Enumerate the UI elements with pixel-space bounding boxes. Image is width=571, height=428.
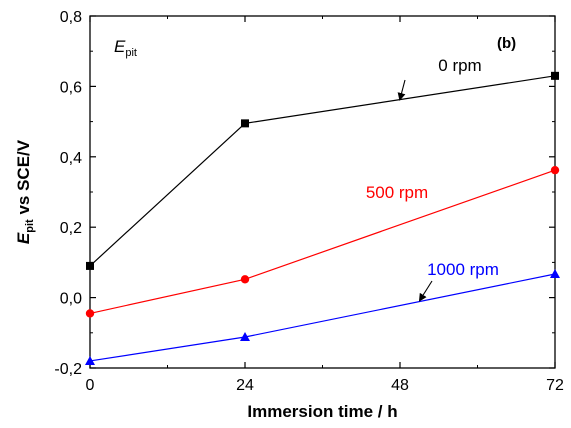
plot-frame (89, 15, 556, 369)
inset-label-main: E (114, 37, 126, 56)
x-axis-title: Immersion time / h (247, 402, 397, 421)
series-layer (85, 71, 560, 365)
y-tick-label: 0,4 (60, 150, 82, 167)
y-tick-label: 0,0 (60, 291, 82, 308)
data-point-circle (85, 309, 95, 318)
x-tick-label: 24 (236, 377, 254, 394)
y-axis-title-sub: pit (24, 219, 36, 233)
y-tick-label: -0,2 (54, 361, 82, 378)
series-label: 500 rpm (366, 183, 428, 202)
inset-label: Epit (114, 37, 137, 59)
data-point-square (241, 119, 249, 128)
y-axis-title: Epit vs SCE/V (14, 139, 36, 244)
x-tick-label: 72 (546, 377, 564, 394)
data-point-circle (240, 275, 250, 284)
data-point-triangle (550, 269, 560, 279)
x-tick-label: 0 (86, 377, 95, 394)
panel-label: (b) (497, 35, 516, 52)
series-line (89, 273, 556, 362)
data-point-square (551, 71, 559, 80)
series-label: 1000 rpm (427, 260, 499, 279)
y-axis-title-rest: vs SCE/V (14, 139, 33, 219)
y-tick-label: 0,6 (60, 79, 82, 96)
axis-ticks: 0 24 48 72 -0,2 0,0 0,2 0,4 0,6 0,8 (54, 9, 564, 394)
data-point-triangle (240, 332, 250, 342)
x-tick-label: 48 (391, 377, 409, 394)
data-point-square (86, 261, 94, 270)
data-point-triangle (85, 355, 95, 365)
series-labels: 0 rpm 500 rpm 1000 rpm (366, 56, 499, 302)
y-tick-label: 0,8 (60, 9, 82, 26)
series-label-arrow (418, 280, 433, 302)
series-label-arrow (397, 79, 406, 101)
series-label: 0 rpm (438, 56, 481, 75)
data-point-circle (550, 165, 560, 175)
y-tick-label: 0,2 (60, 220, 82, 237)
y-axis-title-main: E (14, 232, 33, 244)
series-line (89, 169, 556, 315)
inset-label-sub: pit (125, 47, 137, 59)
series-line (89, 75, 556, 267)
